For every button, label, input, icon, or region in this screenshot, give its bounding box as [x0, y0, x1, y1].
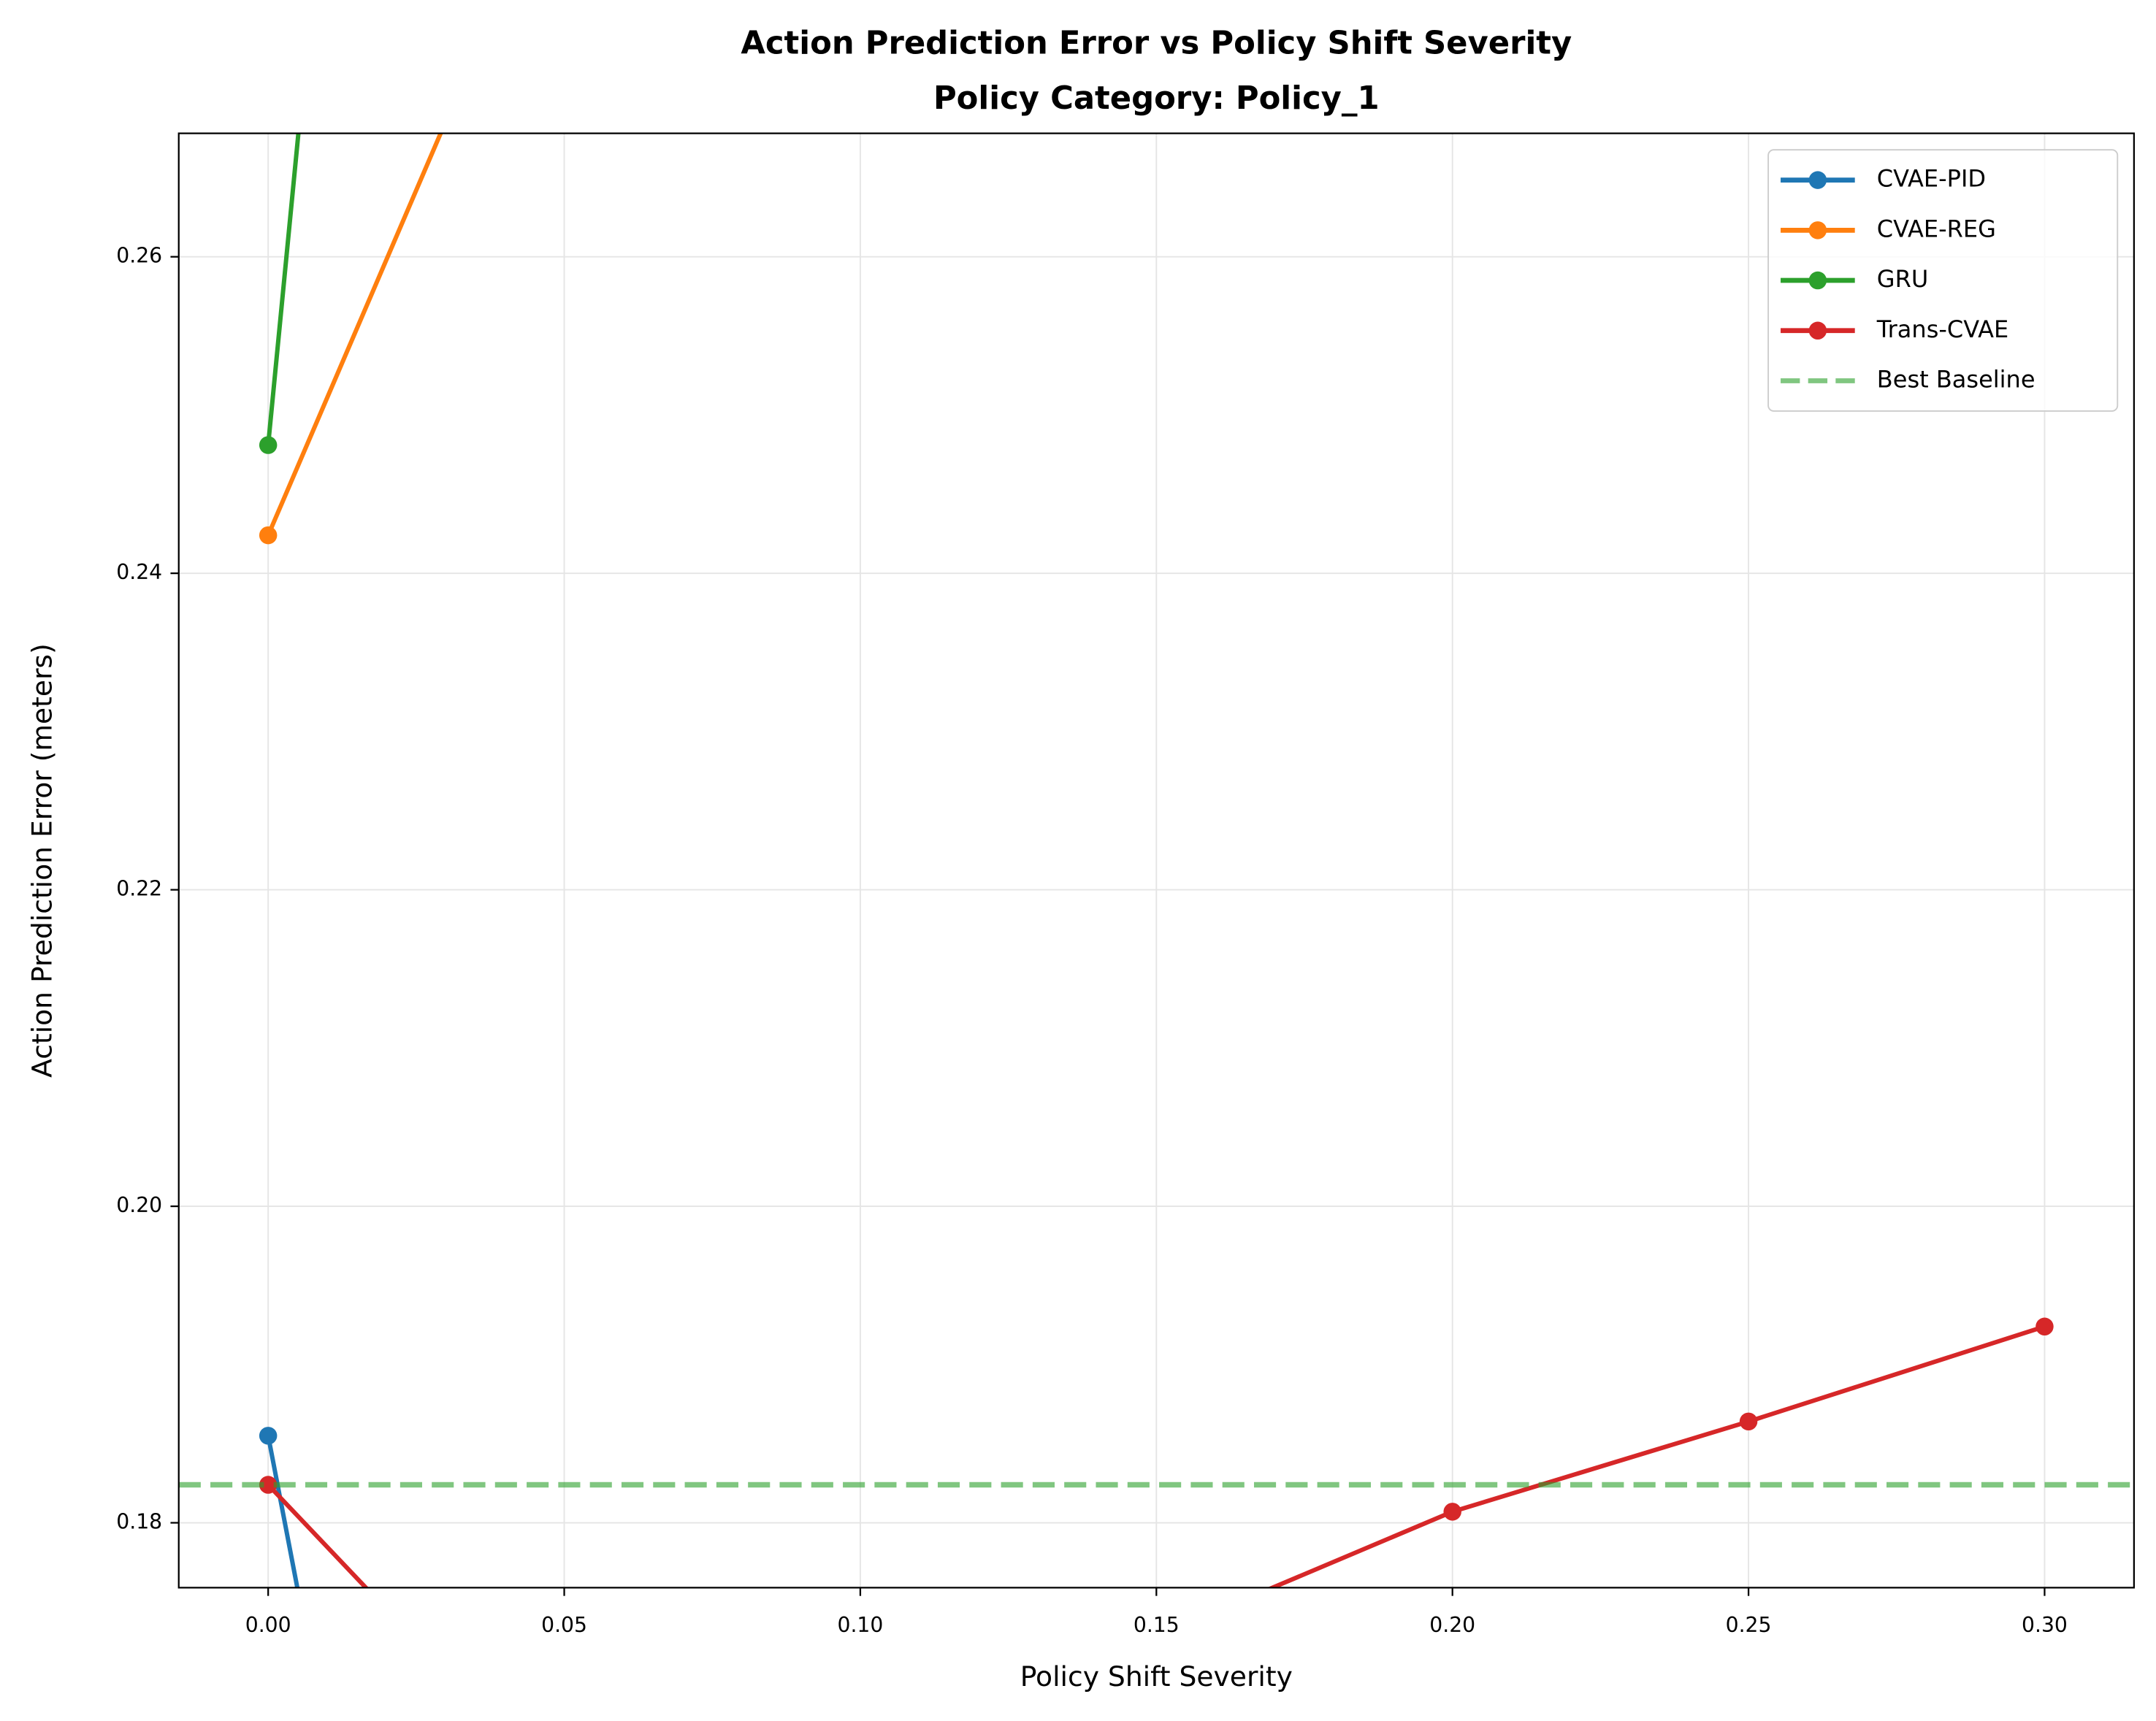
legend-marker [1808, 271, 1827, 290]
x-tick-label: 0.00 [245, 1613, 291, 1637]
point [1443, 1503, 1461, 1521]
x-tick-label: 0.05 [541, 1613, 587, 1637]
y-tick-label: 0.24 [116, 560, 162, 584]
y-tick-label: 0.18 [116, 1510, 162, 1534]
point [259, 526, 278, 545]
legend-label: CVAE-PID [1877, 165, 1986, 193]
legend-marker [1808, 221, 1827, 239]
point [1739, 1412, 1758, 1431]
grid [178, 133, 2134, 1588]
legend-label: CVAE-REG [1877, 215, 1996, 242]
y-tick-label: 0.26 [116, 244, 162, 268]
x-tick-label: 0.25 [1726, 1613, 1772, 1637]
legend-marker [1808, 321, 1827, 340]
y-tick-label: 0.20 [116, 1193, 162, 1217]
x-tick-label: 0.30 [2022, 1613, 2068, 1637]
legend-marker [1808, 171, 1827, 189]
legend-box [1767, 149, 2119, 412]
x-tick-label: 0.15 [1134, 1613, 1180, 1637]
y-tick-label: 0.22 [116, 877, 162, 901]
point [259, 436, 278, 454]
x-tick-label: 0.20 [1429, 1613, 1475, 1637]
chart-subtitle: Policy Category: Policy_1 [933, 80, 1380, 117]
ticks: 0.00 0.05 0.10 0.15 0.20 0.25 0.30 0.18 0.20 0.22… [116, 244, 2068, 1637]
point [2035, 1317, 2054, 1336]
point [259, 1476, 278, 1494]
x-axis-label: Policy Shift Severity [1020, 1660, 1293, 1693]
y-axis-label: Action Prediction Error (meters) [26, 643, 58, 1078]
legend-label: Trans-CVAE [1876, 315, 2008, 343]
point [259, 1427, 278, 1445]
chart-title: Action Prediction Error vs Policy Shift … [741, 26, 1572, 62]
legend-label: Best Baseline [1877, 365, 2035, 393]
legend: CVAE-PID CVAE-REG GRU Trans-CVAE Best Baseli… [1767, 149, 2119, 412]
plot-area [178, 133, 2134, 1588]
legend-label: GRU [1877, 265, 1928, 293]
x-tick-label: 0.10 [838, 1613, 884, 1637]
